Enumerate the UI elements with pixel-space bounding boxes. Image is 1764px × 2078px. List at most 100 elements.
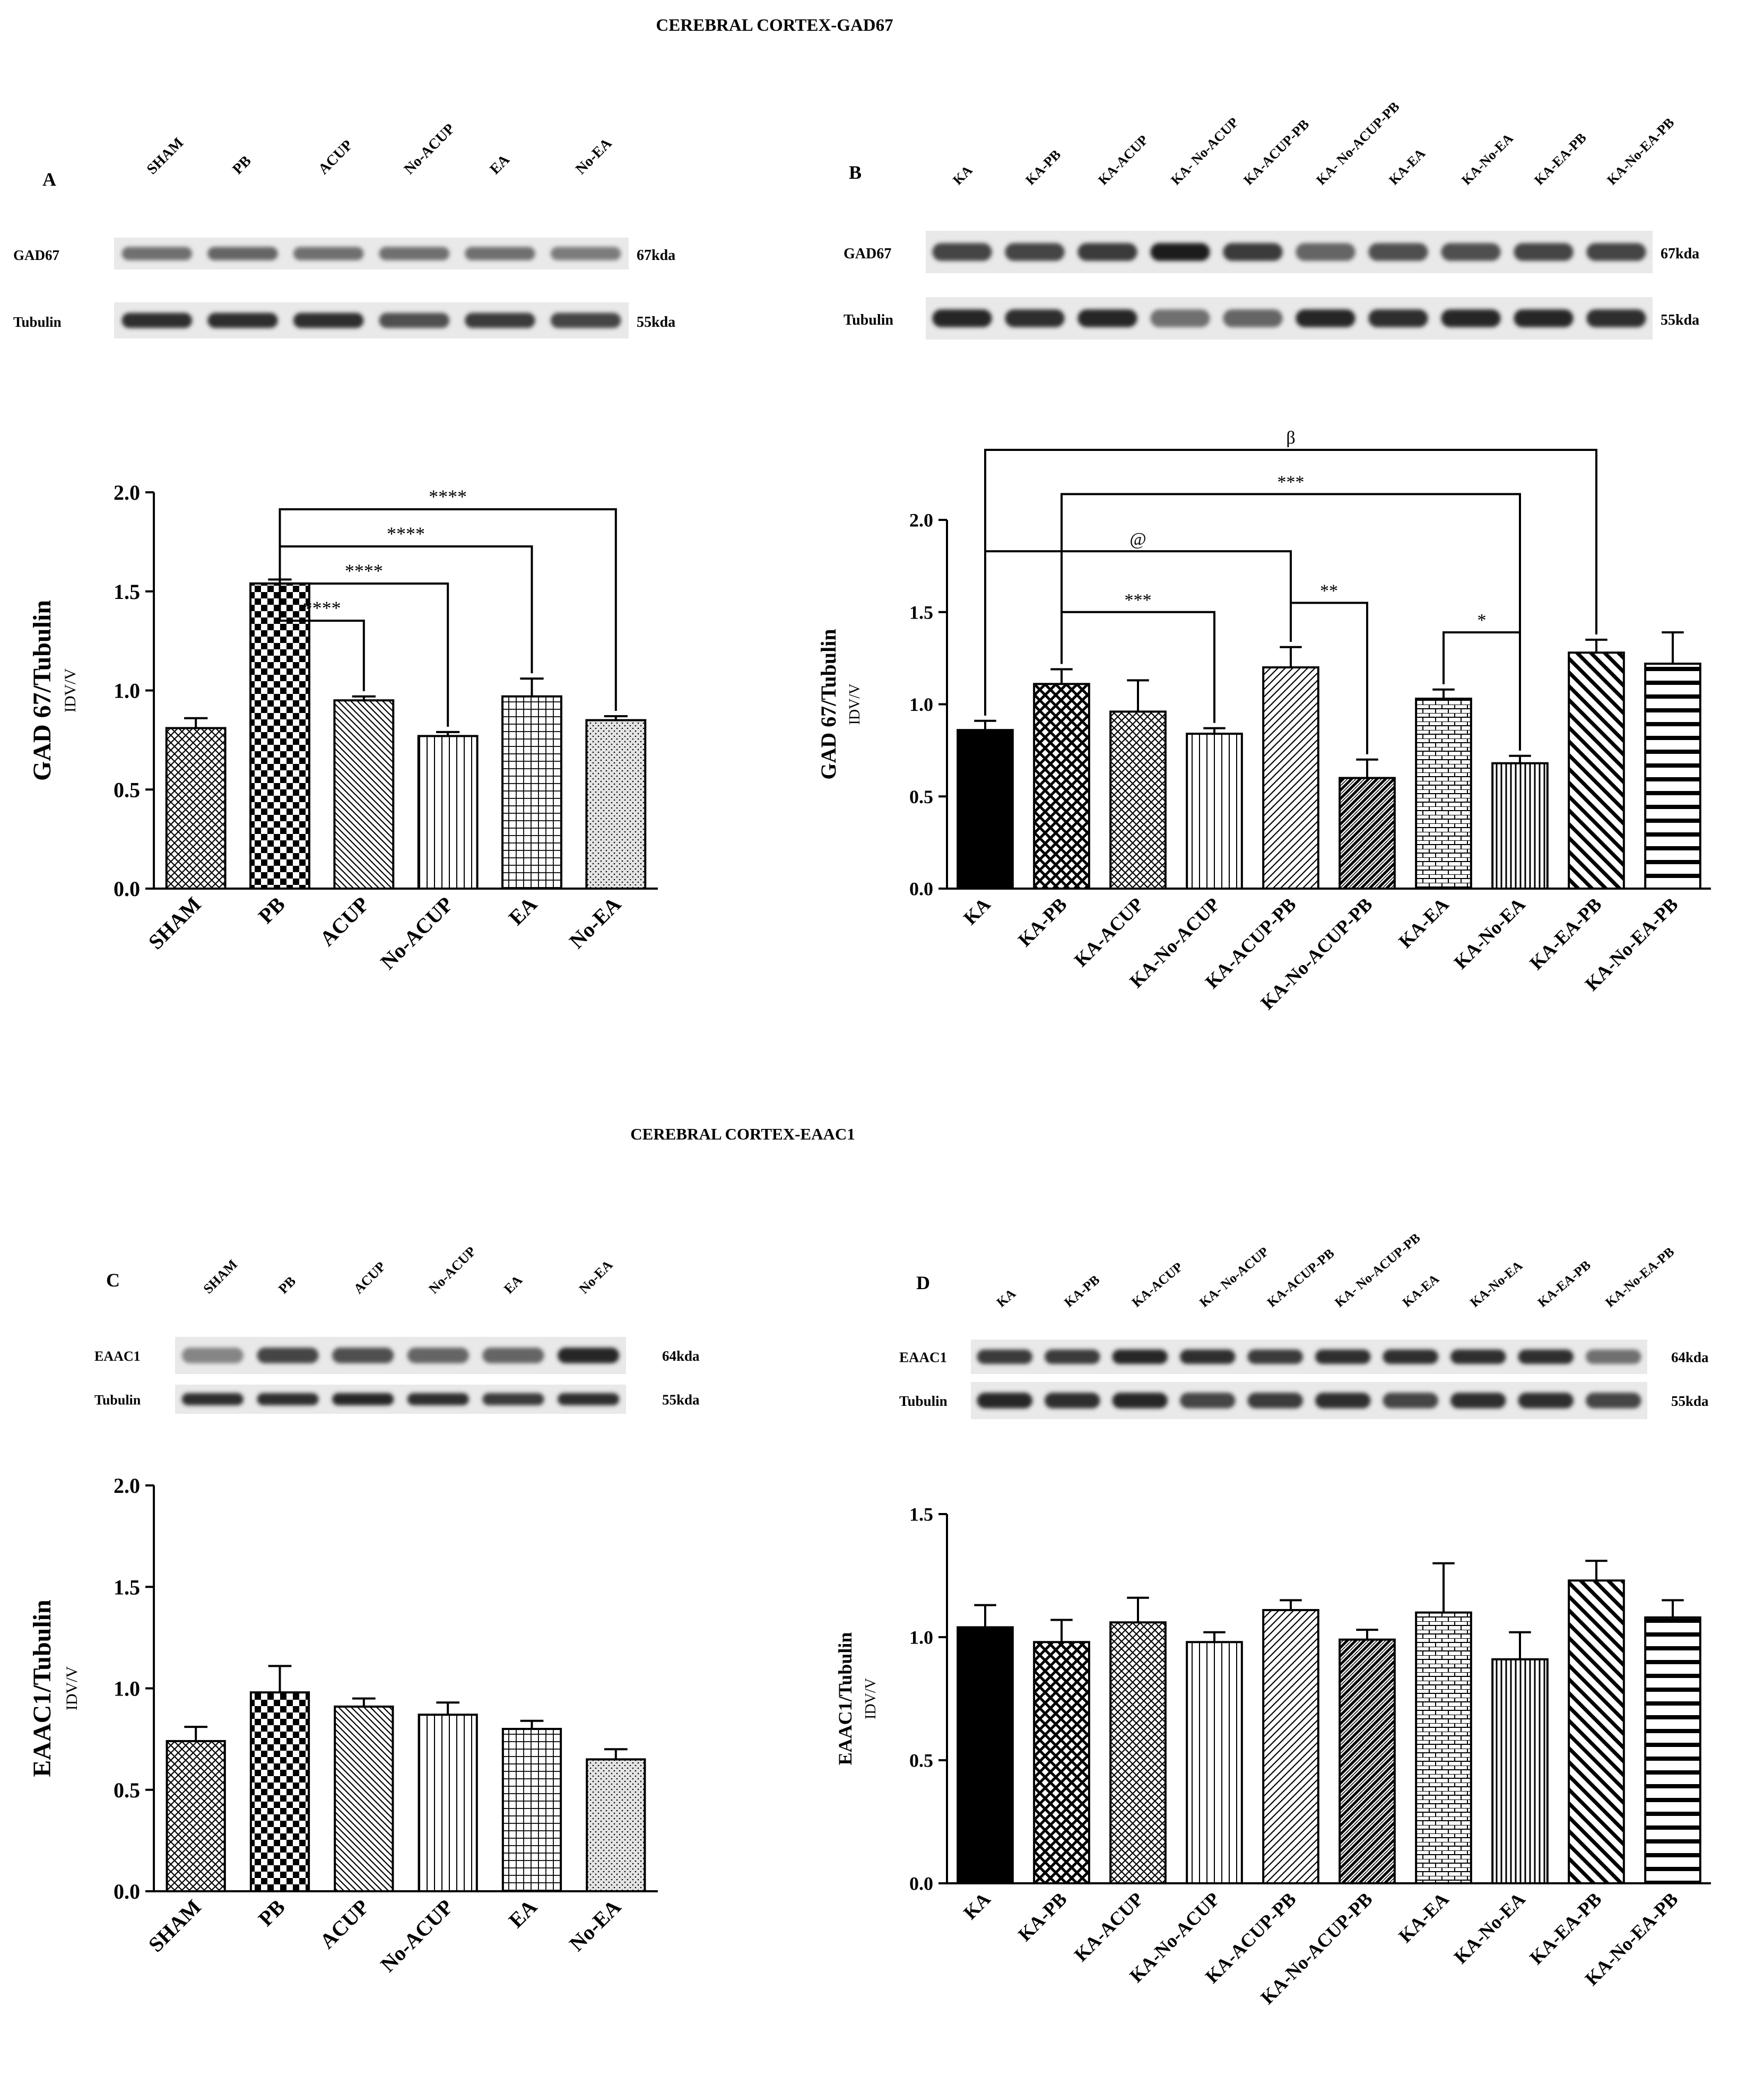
blot-band-tubulin [482, 1393, 544, 1406]
blot-lane-label-acup: ACUP [315, 137, 356, 178]
blot-lane-label-ka-acup: KA-ACUP [1129, 1260, 1186, 1310]
bar-ka-no-acup [1186, 1641, 1243, 1885]
blot-band-tubulin [1585, 1393, 1641, 1408]
blot-band-gad67 [1586, 243, 1646, 261]
x-tick-label-no-acup: No-ACUP [376, 892, 457, 974]
blot-band-gad67 [932, 243, 992, 261]
blot-lane-label-sham: SHAM [200, 1257, 240, 1297]
bar-ea [501, 695, 562, 890]
bar-ka-no-ea [1491, 1658, 1549, 1884]
blot-size-label-eaac1: 64kda [1671, 1350, 1709, 1366]
bar-ka-ea-pb [1568, 1579, 1625, 1884]
x-tick-label-no-ea: No-EA [564, 892, 625, 953]
blot-lane-label-ka-no-acup: KA- No-ACUP [1168, 115, 1241, 188]
blot-band-tubulin [1112, 1393, 1168, 1408]
blot-lane-label-no-acup: No-ACUP [401, 120, 458, 178]
western-blot-c: SHAM PB ACUP No-ACUP EA No-EA EAAC1 64kda Tubuli… [94, 1244, 700, 1414]
x-tick-label-ka-ea-pb: KA-EA-PB [1525, 893, 1605, 973]
panel-letter-d: D [916, 1272, 930, 1293]
bar-ea [501, 1728, 562, 1892]
x-tick-label-ka-ea: KA-EA [1394, 1888, 1453, 1946]
bar-ka [957, 729, 1014, 890]
panel-letter-b: B [849, 162, 862, 183]
x-tick-label-ka: KA [959, 1888, 994, 1923]
blot-lane-label-pb: PB [229, 153, 254, 178]
blot-band-gad67 [1005, 243, 1065, 261]
bar-chart-a: 0.0 0.5 1.0 1.5 2.0 GAD 67/Tubulin IDV/V SHAM PB… [28, 481, 658, 974]
blot-band-tubulin [1044, 1393, 1100, 1408]
blot-lane-label-no-ea: No-EA [572, 135, 615, 178]
blot-strip-eaac1 [175, 1337, 626, 1374]
x-tick-label-acup: ACUP [315, 1895, 373, 1953]
blot-size-label-tubulin: 55kda [1661, 312, 1699, 328]
significance-label: ** [1320, 581, 1338, 601]
bar-chart-c: 0.0 0.5 1.0 1.5 2.0 EAAC1/Tubulin IDV/V SHAM PB A… [28, 1474, 658, 1977]
blot-band-eaac1 [1179, 1349, 1236, 1364]
blot-band-tubulin [379, 312, 450, 328]
blot-strip-tubulin [175, 1385, 626, 1414]
x-tick-label-ka-pb: KA-PB [1014, 1888, 1071, 1945]
y-tick-label: 1.0 [114, 679, 140, 703]
y-tick-label: 0.0 [114, 1880, 140, 1903]
blot-row-label-eaac1: EAAC1 [94, 1349, 141, 1364]
bar-ka-no-acup-pb [1339, 777, 1396, 890]
blot-band-tubulin [1296, 309, 1355, 327]
x-tick-label-sham: SHAM [144, 1895, 206, 1957]
blot-band-tubulin [207, 312, 278, 328]
blot-band-tubulin [1518, 1393, 1574, 1408]
blot-band-gad67 [1150, 243, 1210, 261]
blot-band-tubulin [1247, 1393, 1304, 1408]
y-tick-label: 0.5 [909, 786, 933, 807]
y-tick-label: 1.0 [909, 694, 933, 715]
significance-label: **** [429, 486, 467, 507]
blot-band-gad67 [379, 247, 450, 260]
y-tick-label: 1.5 [909, 602, 933, 623]
blot-band-gad67 [293, 247, 364, 260]
blot-lane-label-pb: PB [275, 1273, 299, 1297]
blot-strip-tubulin [114, 302, 629, 338]
bar-ka-acup-pb [1262, 1609, 1319, 1884]
blot-band-eaac1 [1383, 1349, 1439, 1364]
blot-lane-label-ka-ea-pb: KA-EA-PB [1535, 1258, 1594, 1310]
bar-ka-no-ea-pb [1644, 1616, 1701, 1884]
bar-ka-no-acup-pb [1339, 1638, 1396, 1884]
significance-label: **** [345, 560, 383, 581]
bar-acup [334, 1705, 394, 1893]
blot-band-tubulin [1315, 1393, 1371, 1408]
bar-ka [957, 1626, 1014, 1884]
y-tick-label: 1.5 [114, 580, 140, 604]
section-title-gad67: CEREBRAL CORTEX-GAD67 [656, 16, 893, 35]
bar-no-ea [586, 1758, 646, 1892]
blot-band-eaac1 [1315, 1349, 1371, 1364]
blot-row-label-tubulin: Tubulin [13, 314, 62, 330]
blot-size-label-gad67: 67kda [1661, 246, 1699, 262]
blot-band-gad67 [1223, 243, 1283, 261]
significance-bracket [1061, 493, 1521, 751]
blot-band-eaac1 [181, 1347, 244, 1363]
y-tick-label: 1.5 [909, 1504, 933, 1525]
blot-size-label-tubulin: 55kda [1671, 1393, 1709, 1409]
blot-band-tubulin [1005, 309, 1065, 327]
x-tick-label-pb: PB [254, 892, 290, 928]
y-tick-label: 0.0 [909, 879, 933, 900]
blot-lane-label-ka-no-ea: KA-No-EA [1458, 131, 1516, 188]
x-tick-label-acup: ACUP [315, 892, 373, 951]
y-tick-label: 2.0 [114, 1474, 140, 1498]
blot-band-eaac1 [482, 1347, 544, 1363]
bar-ka-pb [1033, 1641, 1090, 1885]
blot-lane-label-ka-no-ea-pb: KA-No-EA-PB [1604, 115, 1677, 188]
bar-ka-ea-pb [1568, 651, 1625, 890]
blot-lane-label-ka-pb: KA-PB [1022, 147, 1064, 188]
blot-band-tubulin [932, 309, 992, 327]
blot-lane-label-ka-no-ea: KA-No-EA [1467, 1258, 1525, 1310]
bar-pb [249, 582, 310, 890]
bar-acup [333, 699, 395, 890]
y-tick-label: 2.0 [909, 510, 933, 531]
blot-band-eaac1 [1044, 1349, 1100, 1364]
bar-chart-b: 0.0 0.5 1.0 1.5 2.0 GAD 67/Tubulin IDV/V KA KA-P… [816, 428, 1711, 1014]
blot-band-tubulin [257, 1393, 319, 1406]
blot-band-gad67 [1077, 243, 1137, 261]
significance-label: **** [387, 523, 425, 544]
